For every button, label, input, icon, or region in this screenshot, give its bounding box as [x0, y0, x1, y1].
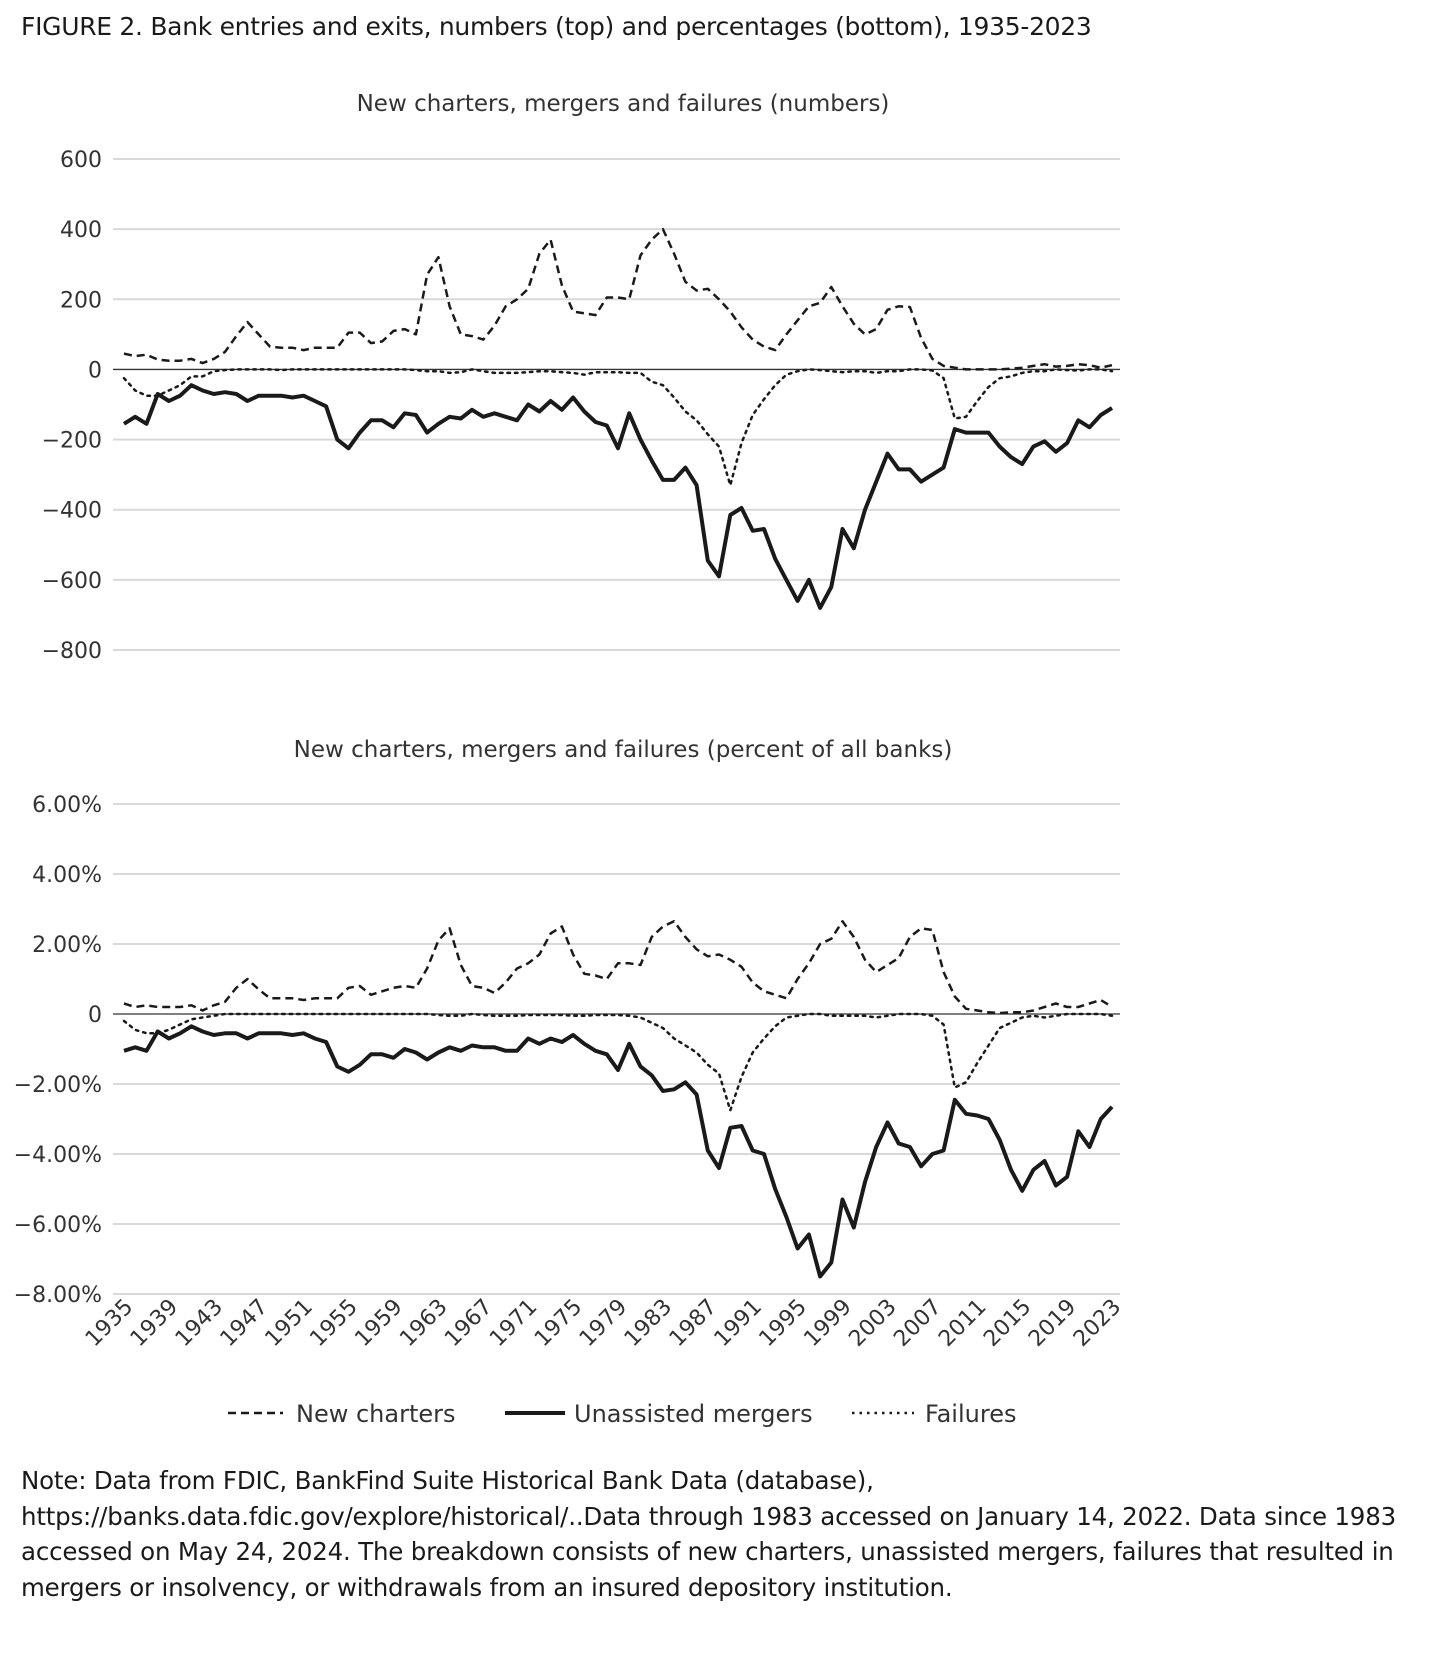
percent-chart: New charters, mergers and failures (perc…: [14, 737, 1127, 1352]
x-tick-label: 1971: [485, 1295, 542, 1352]
x-tick-label: 1999: [800, 1295, 857, 1352]
numbers-y-tick-label: −600: [42, 569, 102, 594]
x-tick-label: 1943: [171, 1295, 228, 1352]
x-tick-label: 2007: [889, 1295, 946, 1352]
x-tick-label: 1963: [395, 1295, 452, 1352]
x-tick-label: 2019: [1024, 1295, 1081, 1352]
legend-label-new-charters: New charters: [296, 1400, 456, 1428]
numbers-y-tick-label: 600: [60, 148, 102, 173]
figure-note: Note: Data from FDIC, BankFind Suite His…: [21, 1466, 1396, 1602]
numbers-series-unassisted-mergers: [122, 383, 1114, 610]
numbers-series-new-charters: [123, 227, 1113, 371]
percent-y-tick-label: −4.00%: [14, 1143, 102, 1168]
x-tick-label: 2015: [979, 1295, 1036, 1352]
x-tick-label: 1987: [665, 1295, 722, 1352]
percent-y-tick-label: 2.00%: [32, 933, 102, 958]
x-tick-label: 1947: [216, 1295, 273, 1352]
numbers-chart-title: New charters, mergers and failures (numb…: [357, 91, 890, 117]
x-tick-label: 1995: [755, 1295, 812, 1352]
x-tick-label: 1979: [575, 1295, 632, 1352]
numbers-y-tick-label: −200: [42, 429, 102, 454]
percent-y-tick-label: 6.00%: [32, 793, 102, 818]
x-tick-label: 2011: [934, 1295, 991, 1352]
x-tick-label: 2003: [844, 1295, 901, 1352]
legend-label-failures: Failures: [925, 1400, 1016, 1428]
percent-y-tick-label: −6.00%: [14, 1213, 102, 1238]
percent-y-tick-label: −8.00%: [14, 1283, 102, 1308]
percent-y-tick-label: 0: [88, 1003, 102, 1028]
numbers-y-tick-label: −400: [42, 499, 102, 524]
percent-y-tick-label: 4.00%: [32, 863, 102, 888]
percent-y-tick-label: −2.00%: [14, 1073, 102, 1098]
percent-series-failures: [122, 1012, 1114, 1112]
x-tick-label: 1951: [261, 1295, 318, 1352]
percent-series-unassisted-mergers: [123, 1024, 1114, 1279]
legend-label-unassisted-mergers: Unassisted mergers: [574, 1400, 813, 1428]
numbers-y-tick-label: 200: [60, 288, 102, 313]
x-tick-label: 1955: [306, 1295, 363, 1352]
percent-chart-title: New charters, mergers and failures (perc…: [294, 737, 953, 763]
figure-title: FIGURE 2. Bank entries and exits, number…: [21, 12, 1092, 41]
legend: New charters Unassisted mergers Failures: [228, 1400, 1016, 1428]
x-tick-label: 1967: [440, 1295, 497, 1352]
numbers-y-tick-label: 0: [88, 358, 102, 383]
x-tick-label: 1991: [710, 1295, 767, 1352]
x-tick-label: 1939: [126, 1295, 183, 1352]
numbers-y-tick-label: −800: [42, 639, 102, 664]
x-tick-label: 1983: [620, 1295, 677, 1352]
numbers-y-tick-label: 400: [60, 218, 102, 243]
percent-series-new-charters: [123, 920, 1113, 1015]
x-tick-label: 2023: [1069, 1295, 1126, 1352]
x-tick-label: 1959: [350, 1295, 407, 1352]
numbers-series-failures: [122, 368, 1114, 487]
x-tick-label: 1975: [530, 1295, 587, 1352]
numbers-chart: New charters, mergers and failures (numb…: [42, 91, 1120, 664]
